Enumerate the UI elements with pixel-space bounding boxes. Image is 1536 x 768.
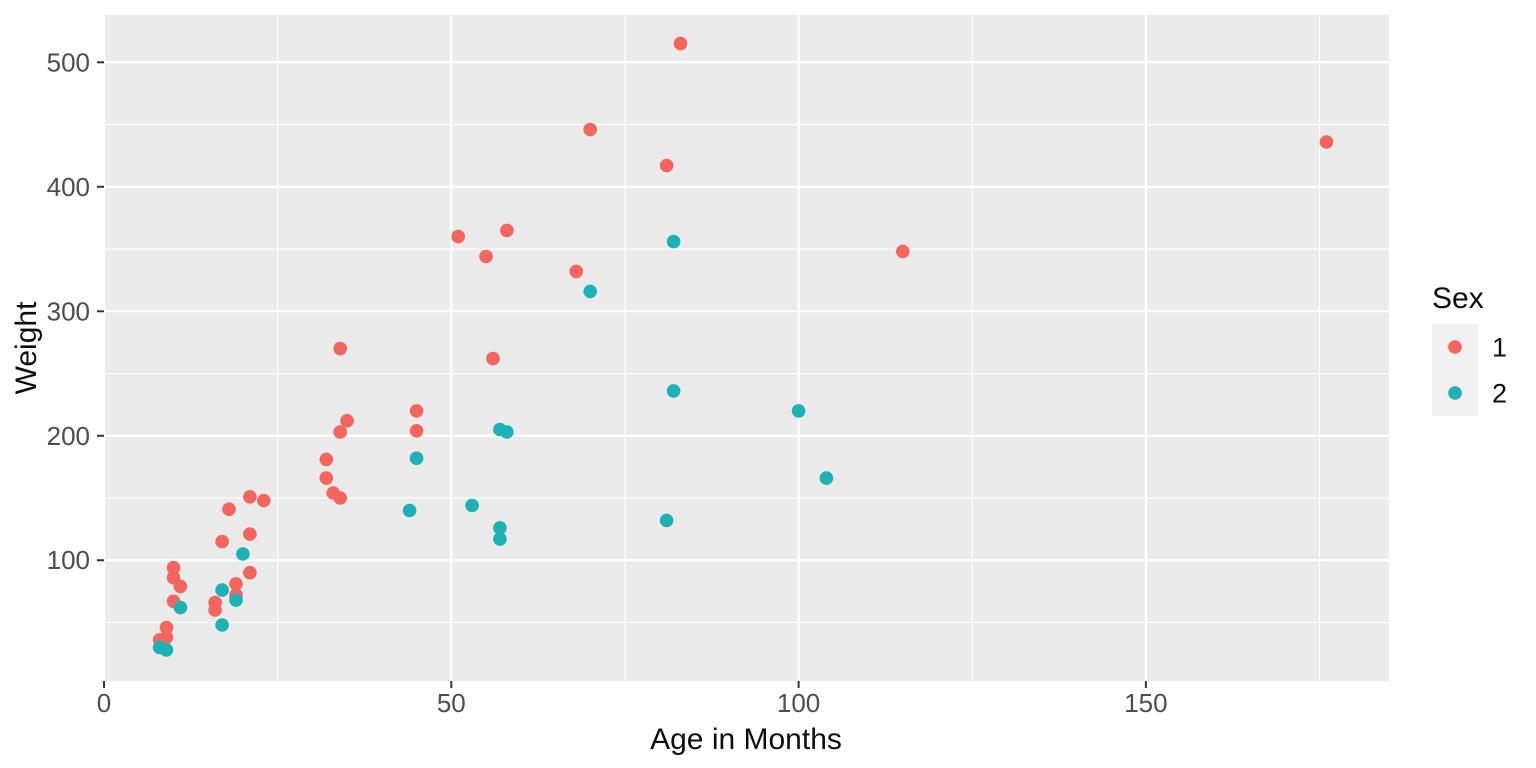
data-point-sex-1 bbox=[173, 579, 188, 594]
data-point-sex-1 bbox=[159, 630, 174, 645]
x-axis-title: Age in Months bbox=[650, 723, 842, 756]
data-point-sex-1 bbox=[409, 424, 424, 438]
data-point-sex-2 bbox=[465, 498, 479, 513]
data-point-sex-1 bbox=[159, 620, 174, 635]
data-point-sex-2 bbox=[583, 284, 597, 299]
data-point-sex-1 bbox=[896, 244, 910, 259]
data-point-sex-1 bbox=[659, 158, 674, 173]
data-point-sex-1 bbox=[479, 249, 493, 264]
data-point-sex-1 bbox=[243, 527, 257, 541]
data-point-sex-2 bbox=[493, 521, 507, 535]
data-point-sex-1 bbox=[451, 229, 466, 244]
legend-title: Sex bbox=[1432, 282, 1484, 315]
legend-label: 1 bbox=[1492, 333, 1507, 363]
x-tick-label: 100 bbox=[777, 688, 820, 718]
data-point-sex-1 bbox=[166, 560, 181, 575]
data-point-sex-2 bbox=[493, 532, 507, 546]
data-point-sex-1 bbox=[333, 425, 348, 439]
data-point-sex-2 bbox=[791, 404, 806, 418]
data-point-sex-1 bbox=[243, 490, 257, 504]
data-point-sex-1 bbox=[569, 264, 584, 279]
data-point-sex-2 bbox=[402, 503, 417, 518]
data-point-sex-2 bbox=[229, 593, 243, 607]
data-point-sex-2 bbox=[159, 643, 174, 657]
data-point-sex-1 bbox=[222, 502, 236, 516]
x-tick-label: 150 bbox=[1124, 688, 1167, 718]
data-point-sex-1 bbox=[319, 452, 334, 467]
data-point-sex-2 bbox=[236, 547, 250, 561]
data-point-sex-1 bbox=[333, 491, 348, 505]
data-point-sex-2 bbox=[500, 425, 514, 439]
x-tick-label: 0 bbox=[97, 688, 111, 718]
legend-key-point bbox=[1448, 340, 1462, 354]
y-tick-label: 300 bbox=[47, 296, 90, 326]
legend-key-point bbox=[1448, 386, 1462, 400]
data-point-sex-2 bbox=[215, 583, 229, 597]
data-point-sex-1 bbox=[673, 36, 688, 51]
data-point-sex-2 bbox=[666, 384, 681, 398]
data-point-sex-2 bbox=[409, 451, 424, 466]
data-point-sex-1 bbox=[583, 122, 597, 137]
y-tick-label: 500 bbox=[47, 47, 90, 77]
data-point-sex-1 bbox=[500, 223, 514, 238]
data-point-sex-2 bbox=[819, 471, 834, 485]
data-point-sex-2 bbox=[215, 618, 229, 632]
data-point-sex-1 bbox=[409, 404, 424, 418]
data-point-sex-1 bbox=[215, 534, 229, 549]
data-point-sex-1 bbox=[229, 577, 243, 591]
legend-label: 2 bbox=[1492, 379, 1507, 409]
y-tick-label: 200 bbox=[47, 421, 90, 451]
y-tick-label: 100 bbox=[47, 545, 90, 575]
data-point-sex-1 bbox=[243, 565, 257, 580]
y-tick-label: 400 bbox=[47, 172, 90, 202]
data-point-sex-2 bbox=[173, 600, 188, 615]
data-point-sex-2 bbox=[659, 513, 674, 528]
data-point-sex-1 bbox=[257, 493, 271, 508]
data-point-sex-1 bbox=[319, 471, 334, 485]
y-axis-title: Weight bbox=[10, 301, 43, 394]
x-tick-label: 50 bbox=[437, 688, 466, 718]
data-point-sex-1 bbox=[486, 351, 500, 366]
data-point-sex-1 bbox=[208, 595, 222, 610]
plot-panel bbox=[104, 15, 1389, 681]
data-point-sex-1 bbox=[333, 341, 348, 356]
data-point-sex-1 bbox=[340, 414, 354, 428]
data-point-sex-2 bbox=[666, 234, 681, 249]
data-point-sex-1 bbox=[1319, 135, 1334, 149]
